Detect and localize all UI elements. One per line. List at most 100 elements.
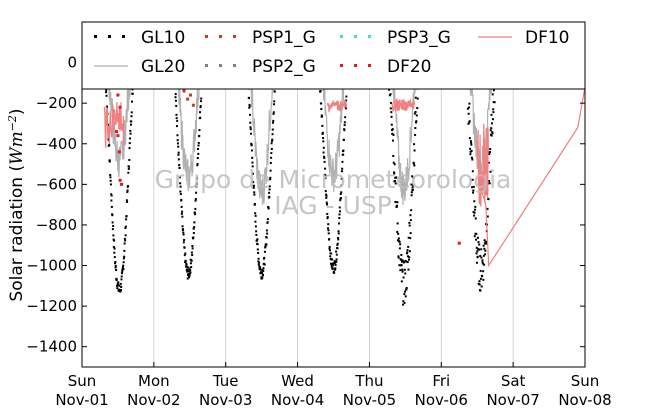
gl10-point (329, 262, 332, 265)
gl10-point (492, 89, 495, 92)
df10-segment (391, 99, 412, 112)
df10-segment (326, 100, 348, 113)
gl10-point (468, 137, 471, 140)
gl10-point (483, 263, 486, 266)
gl10-point (406, 255, 409, 258)
gl10-point (319, 90, 322, 93)
gl10-point (415, 121, 418, 124)
gl10-point (123, 255, 126, 258)
gl10-point (267, 206, 270, 209)
gl10-point (474, 208, 477, 211)
gl10-point (185, 263, 188, 266)
gl10-point (271, 139, 274, 142)
legend-entry: DF20 (340, 57, 432, 77)
legend-label: GL10 (141, 28, 185, 48)
gl10-point (196, 177, 199, 180)
gl10-point (415, 114, 418, 117)
gl10-point (344, 116, 347, 119)
gl10-point (270, 147, 273, 150)
gl10-point (485, 240, 488, 243)
gl10-point (414, 133, 417, 136)
gl10-point (125, 199, 128, 202)
gl10-point (478, 280, 481, 283)
gl10-point (117, 281, 120, 284)
gl10-point (182, 241, 185, 244)
point (457, 241, 461, 245)
gl10-point (111, 214, 114, 217)
gl10-point (175, 113, 178, 116)
gl10-point (337, 236, 340, 239)
gl10-point (469, 140, 472, 143)
gl10-point (322, 137, 325, 140)
gl10-point (340, 170, 343, 173)
gl10-point (188, 274, 191, 277)
gl10-point (270, 142, 273, 145)
gl10-point (336, 243, 339, 246)
gl10-point (189, 262, 192, 265)
gl10-point (332, 267, 335, 270)
gl10-point (182, 233, 185, 236)
gl10-point (482, 254, 485, 257)
gl10-point (273, 100, 276, 103)
gl10-point (323, 157, 326, 160)
gl10-point (120, 286, 123, 289)
gl10-point (467, 112, 470, 115)
gl10-point (415, 120, 418, 123)
legend-entry: GL20 (94, 57, 185, 77)
gl10-point (407, 236, 410, 239)
gl10-point (196, 157, 199, 160)
gl10-point (269, 178, 272, 181)
gl10-point (490, 127, 493, 130)
gl10-point (182, 231, 185, 234)
gl10-point (339, 199, 342, 202)
gl10-point (176, 134, 179, 137)
gl10-point (343, 121, 346, 124)
gl10-point (406, 251, 409, 254)
gl10-point (194, 199, 197, 202)
gl10-point (174, 96, 177, 99)
gl10-point (484, 253, 487, 256)
gl10-point (180, 205, 183, 208)
gl10-point (185, 262, 188, 265)
gl10-point (190, 266, 193, 269)
gl20-line (107, 84, 132, 178)
gl10-point (324, 167, 327, 170)
gl10-point (108, 143, 111, 146)
gl10-point (196, 162, 199, 165)
gl10-point (414, 96, 417, 99)
gl10-point (335, 253, 338, 256)
gl10-point (255, 230, 258, 233)
gl10-point (189, 271, 192, 274)
gl10-point (176, 139, 179, 142)
gl10-point (119, 289, 122, 292)
gl10-point (126, 200, 129, 203)
gl10-point (409, 237, 412, 240)
legend-entry: PSP3_G (340, 28, 451, 48)
gl10-point (320, 102, 323, 105)
gl10-point (470, 156, 473, 159)
gl10-point (252, 184, 255, 187)
y-tick-label: −1000 (26, 257, 77, 275)
gl10-point (111, 228, 114, 231)
gl10-point (390, 115, 393, 118)
gl10-point (395, 206, 398, 209)
gl10-point (342, 149, 345, 152)
gl10-point (396, 201, 399, 204)
gl10-point (470, 141, 473, 144)
gl10-point (197, 141, 200, 144)
watermark-line-1: Grupo de Micrometeorologia (155, 165, 512, 194)
gl10-point (113, 256, 116, 259)
x-tick-day: Sun (571, 372, 600, 390)
gl10-point (181, 225, 184, 228)
gl10-point (481, 262, 484, 265)
gl10-point (130, 123, 133, 126)
point (118, 178, 122, 182)
gl10-point (114, 261, 117, 264)
legend-swatch (368, 64, 371, 67)
gl10-point (265, 236, 268, 239)
gl10-point (112, 234, 115, 237)
gl10-point (115, 269, 118, 272)
gl10-point (125, 215, 128, 218)
gl10-point (177, 151, 180, 154)
gl10-point (413, 149, 416, 152)
